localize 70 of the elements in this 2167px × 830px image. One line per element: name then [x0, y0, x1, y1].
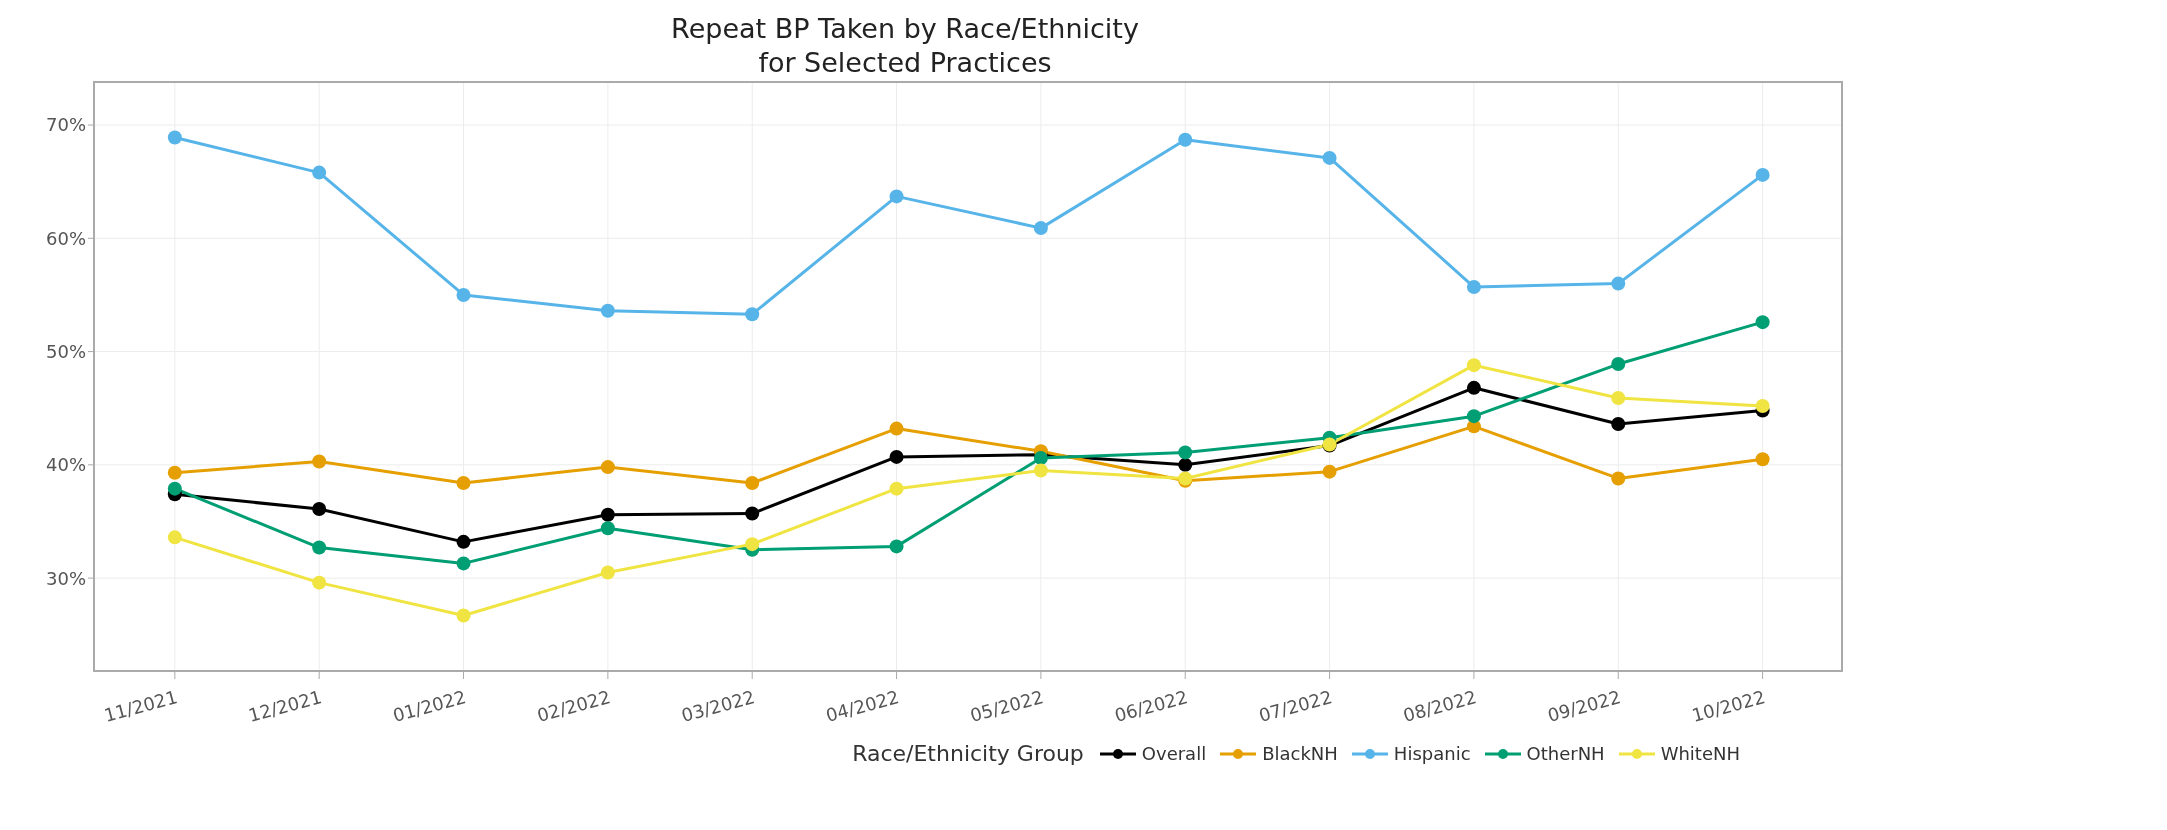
point: [312, 575, 327, 590]
point: [1755, 398, 1770, 413]
point: [167, 465, 182, 480]
point: [745, 475, 760, 490]
x-tick-label: 07/2022: [1256, 686, 1335, 726]
point: [1178, 457, 1193, 472]
legend-label: BlackNH: [1262, 743, 1338, 764]
point: [745, 537, 760, 552]
legend-label: Overall: [1141, 743, 1207, 764]
legend-title: Race/Ethnicity Group: [852, 741, 1084, 766]
point: [456, 475, 471, 490]
point: [1322, 464, 1337, 479]
point: [1611, 417, 1626, 432]
x-tick-label: 04/2022: [823, 686, 902, 726]
x-tick-label: 05/2022: [967, 686, 1046, 726]
point: [456, 287, 471, 302]
point: [1466, 380, 1481, 395]
point: [745, 307, 760, 322]
x-tick-label: 09/2022: [1545, 686, 1623, 726]
point: [456, 608, 471, 623]
point: [167, 481, 182, 496]
point: [1322, 150, 1337, 165]
y-tick-label: 40%: [45, 454, 86, 476]
point: [889, 481, 904, 496]
point: [167, 130, 182, 145]
point: [889, 189, 904, 204]
chart-title: Repeat BP Taken by Race/Ethnicity for Selected Practices: [671, 13, 1139, 78]
x-tick-label: 02/2022: [534, 686, 613, 726]
x-tick-label: 03/2022: [679, 686, 757, 726]
point: [312, 540, 327, 555]
legend-label: WhiteNH: [1660, 743, 1740, 764]
point: [312, 454, 327, 469]
point: [1611, 357, 1626, 372]
y-tick-label: 30%: [45, 567, 86, 589]
x-tick-label: 08/2022: [1400, 686, 1479, 726]
point: [1755, 452, 1770, 467]
x-tick-label: 01/2022: [390, 686, 469, 726]
y-tick-label: 70%: [45, 114, 86, 136]
point: [1033, 451, 1048, 466]
y-tick-label: 50%: [45, 340, 86, 362]
point: [1033, 221, 1048, 236]
point: [745, 506, 760, 521]
x-tick-label: 06/2022: [1112, 686, 1190, 726]
legend-label: Hispanic: [1393, 743, 1471, 764]
point: [889, 539, 904, 554]
point: [1466, 358, 1481, 373]
point: [600, 507, 615, 522]
point: [1178, 445, 1193, 460]
point: [456, 534, 471, 549]
point: [600, 460, 615, 475]
point: [1466, 409, 1481, 424]
point: [889, 449, 904, 464]
point: [167, 530, 182, 545]
point: [600, 565, 615, 580]
point: [456, 556, 471, 571]
point: [1611, 471, 1626, 486]
point: [1466, 280, 1481, 295]
point: [1755, 315, 1770, 330]
point: [1611, 391, 1626, 406]
point: [600, 521, 615, 536]
y-tick-label: 60%: [45, 227, 86, 249]
point: [312, 502, 327, 517]
legend-label: OtherNH: [1526, 743, 1605, 764]
point: [889, 421, 904, 436]
point: [1033, 463, 1048, 478]
point: [600, 303, 615, 318]
point: [1755, 167, 1770, 182]
point: [1611, 276, 1626, 291]
point: [1178, 132, 1193, 147]
point: [312, 165, 327, 180]
